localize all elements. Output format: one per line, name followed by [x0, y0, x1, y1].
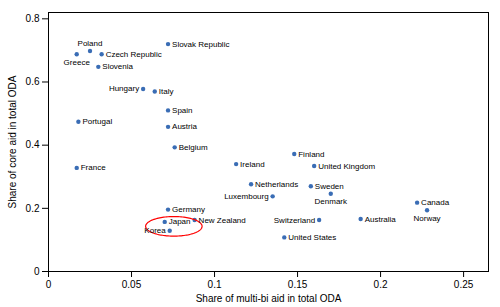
svg-text:Denmark: Denmark — [315, 197, 348, 206]
svg-text:0.1: 0.1 — [208, 279, 222, 290]
svg-text:Czech Republic: Czech Republic — [106, 50, 162, 59]
svg-text:0.4: 0.4 — [26, 139, 40, 150]
svg-text:Spain: Spain — [172, 106, 192, 115]
svg-text:Italy: Italy — [159, 87, 174, 96]
svg-text:Share of multi-bi aid in total: Share of multi-bi aid in total ODA — [196, 293, 342, 304]
svg-text:Finland: Finland — [298, 150, 324, 159]
svg-text:Slovenia: Slovenia — [102, 62, 133, 71]
svg-text:Share of core aid in total ODA: Share of core aid in total ODA — [7, 75, 18, 208]
svg-text:France: France — [81, 163, 106, 172]
svg-text:0.6: 0.6 — [26, 76, 40, 87]
svg-text:0.15: 0.15 — [288, 279, 308, 290]
svg-text:United Kingdom: United Kingdom — [318, 162, 375, 171]
svg-text:Greece: Greece — [64, 58, 91, 67]
svg-text:Australia: Australia — [365, 215, 397, 224]
svg-text:0.2: 0.2 — [374, 279, 388, 290]
svg-text:0.8: 0.8 — [26, 13, 40, 24]
svg-text:Korea: Korea — [144, 226, 166, 235]
svg-text:Netherlands: Netherlands — [255, 180, 298, 189]
svg-text:Norway: Norway — [414, 214, 441, 223]
svg-text:Austria: Austria — [172, 122, 197, 131]
svg-text:0: 0 — [46, 279, 52, 290]
svg-text:0: 0 — [34, 266, 40, 277]
svg-text:Germany: Germany — [172, 205, 205, 214]
svg-text:Portugal: Portugal — [82, 117, 112, 126]
svg-text:Luxembourg: Luxembourg — [224, 192, 268, 201]
svg-text:New Zealand: New Zealand — [199, 216, 246, 225]
svg-text:Ireland: Ireland — [240, 160, 264, 169]
svg-text:0.05: 0.05 — [122, 279, 142, 290]
svg-text:Hungary: Hungary — [109, 84, 139, 93]
svg-text:Slovak Republic: Slovak Republic — [172, 40, 229, 49]
svg-text:Canada: Canada — [421, 198, 450, 207]
svg-text:Switzerland: Switzerland — [274, 216, 315, 225]
svg-text:Belgium: Belgium — [179, 143, 208, 152]
svg-text:0.25: 0.25 — [454, 279, 474, 290]
svg-text:United States: United States — [288, 233, 336, 242]
svg-text:0.2: 0.2 — [26, 203, 40, 214]
svg-text:Sweden: Sweden — [315, 182, 344, 191]
svg-text:Japan: Japan — [169, 217, 191, 226]
svg-text:Poland: Poland — [78, 39, 103, 48]
